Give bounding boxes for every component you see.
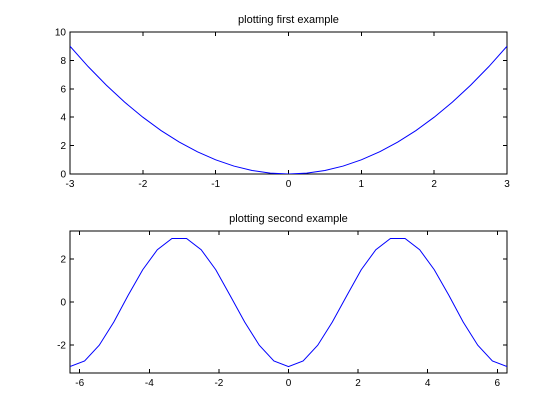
series-line xyxy=(70,238,507,368)
chart-title: plotting second example xyxy=(229,213,348,225)
x-tick-label: 4 xyxy=(425,378,431,389)
x-tick-label: -2 xyxy=(138,179,147,190)
x-tick-label: 1 xyxy=(359,179,365,190)
y-tick-label: -2 xyxy=(57,341,66,352)
series-line xyxy=(70,45,507,174)
y-tick-label: 2 xyxy=(60,141,66,152)
y-tick-label: 0 xyxy=(60,298,66,309)
chart-title: plotting first example xyxy=(238,14,339,26)
x-tick-label: -6 xyxy=(75,378,84,389)
x-tick-label: 2 xyxy=(355,378,361,389)
axes-frame xyxy=(69,230,508,374)
y-tick-label: 4 xyxy=(60,113,66,124)
x-tick-label: -3 xyxy=(66,179,75,190)
y-tick-label: 0 xyxy=(60,170,66,181)
x-tick-label: 0 xyxy=(286,378,292,389)
y-tick-label: 8 xyxy=(60,56,66,67)
x-tick-label: -2 xyxy=(214,378,223,389)
x-tick-label: 0 xyxy=(286,179,292,190)
y-tick-label: 10 xyxy=(55,28,67,39)
x-tick-label: -1 xyxy=(211,179,220,190)
y-tick-label: 6 xyxy=(60,84,66,95)
subplot-bottom: plotting second example -6 -4 -2 0 2 4 6 -2 0 2 xyxy=(57,213,508,389)
subplot-top: plotting first example -3 -2 -1 0 1 2 3 0 2 4 6 8 10 xyxy=(55,14,510,190)
x-tick-label: 3 xyxy=(504,179,510,190)
x-tick-label: 6 xyxy=(494,378,500,389)
x-tick-label: 2 xyxy=(431,179,437,190)
axes-frame xyxy=(69,31,508,175)
y-tick-label: 2 xyxy=(60,254,66,265)
x-tick-label: -4 xyxy=(145,378,154,389)
